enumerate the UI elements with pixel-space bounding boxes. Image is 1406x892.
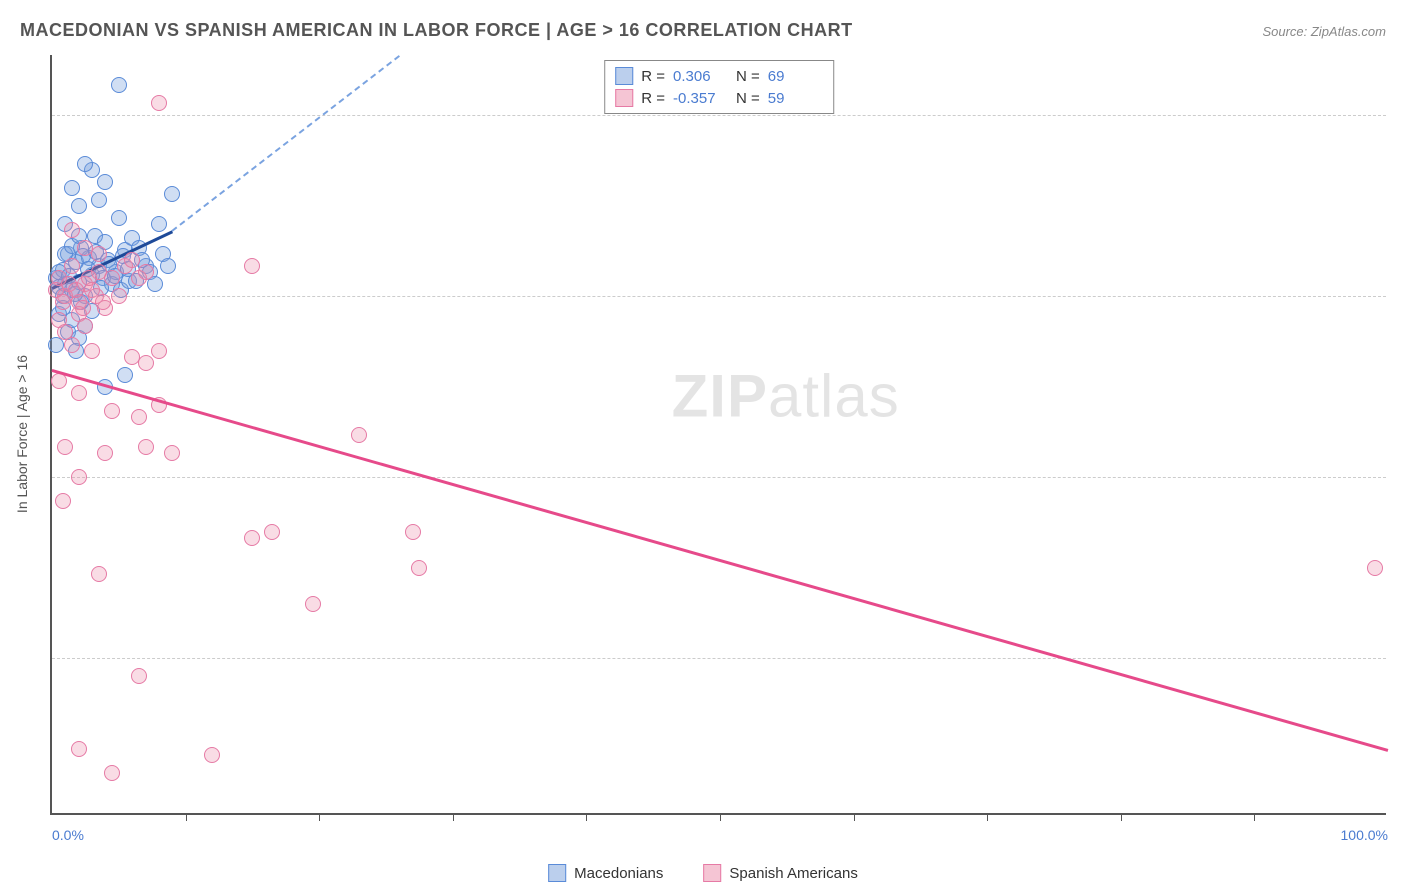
y-tick-label: 35.0% xyxy=(1396,650,1406,666)
chart-header: MACEDONIAN VS SPANISH AMERICAN IN LABOR … xyxy=(20,20,1386,41)
data-point xyxy=(55,294,71,310)
n-label: N = xyxy=(736,68,760,85)
data-point xyxy=(305,596,321,612)
data-point xyxy=(104,765,120,781)
legend-swatch xyxy=(548,864,566,882)
data-point xyxy=(75,300,91,316)
stats-row: R = 0.306 N = 69 xyxy=(615,65,823,87)
legend-swatch xyxy=(615,67,633,85)
legend-item: Spanish Americans xyxy=(703,864,857,882)
data-point xyxy=(104,403,120,419)
data-point xyxy=(151,216,167,232)
data-point xyxy=(71,469,87,485)
data-point xyxy=(131,409,147,425)
legend-swatch xyxy=(703,864,721,882)
data-point xyxy=(244,530,260,546)
data-point xyxy=(55,493,71,509)
gridline xyxy=(52,115,1386,116)
r-value: -0.357 xyxy=(673,90,728,107)
data-point xyxy=(1367,560,1383,576)
stats-row: R = -0.357 N = 59 xyxy=(615,87,823,109)
data-point xyxy=(104,270,120,286)
x-tick xyxy=(186,813,187,821)
data-point xyxy=(124,252,140,268)
chart-area: In Labor Force | Age > 16 ZIPatlas R =0.… xyxy=(50,55,1386,815)
gridline xyxy=(52,477,1386,478)
data-point xyxy=(77,156,93,172)
trend-line-spanish xyxy=(52,369,1389,751)
data-point xyxy=(111,77,127,93)
y-tick-label: 65.0% xyxy=(1396,288,1406,304)
legend-item: Macedonians xyxy=(548,864,663,882)
data-point xyxy=(71,198,87,214)
data-point xyxy=(64,258,80,274)
x-tick xyxy=(319,813,320,821)
data-point xyxy=(81,270,97,286)
data-point xyxy=(164,445,180,461)
data-point xyxy=(91,246,107,262)
data-point xyxy=(151,343,167,359)
n-value: 69 xyxy=(768,68,823,85)
data-point xyxy=(64,222,80,238)
data-point xyxy=(91,566,107,582)
data-point xyxy=(117,367,133,383)
x-tick xyxy=(453,813,454,821)
y-tick-label: 50.0% xyxy=(1396,469,1406,485)
n-label: N = xyxy=(736,90,760,107)
trend-line-extrapolated xyxy=(172,55,400,231)
gridline xyxy=(52,296,1386,297)
data-point xyxy=(84,343,100,359)
r-value: 0.306 xyxy=(673,68,728,85)
x-tick-label: 0.0% xyxy=(52,827,84,843)
y-axis-title: In Labor Force | Age > 16 xyxy=(14,355,30,513)
data-point xyxy=(351,427,367,443)
r-label: R = xyxy=(641,68,665,85)
legend: Macedonians Spanish Americans xyxy=(548,864,858,882)
data-point xyxy=(204,747,220,763)
data-point xyxy=(131,668,147,684)
data-point xyxy=(97,174,113,190)
x-tick xyxy=(1254,813,1255,821)
legend-label: Spanish Americans xyxy=(729,865,857,882)
x-tick xyxy=(720,813,721,821)
gridline xyxy=(52,658,1386,659)
data-point xyxy=(138,264,154,280)
n-value: 59 xyxy=(768,90,823,107)
data-point xyxy=(160,258,176,274)
correlation-stats-box: R = 0.306 N = 69 R = -0.357 N = 59 xyxy=(604,60,834,114)
data-point xyxy=(77,318,93,334)
data-point xyxy=(164,186,180,202)
chart-title: MACEDONIAN VS SPANISH AMERICAN IN LABOR … xyxy=(20,20,853,41)
data-point xyxy=(97,445,113,461)
data-point xyxy=(57,439,73,455)
r-label: R = xyxy=(641,90,665,107)
data-point xyxy=(64,180,80,196)
data-point xyxy=(64,337,80,353)
x-tick xyxy=(586,813,587,821)
y-tick-label: 80.0% xyxy=(1396,107,1406,123)
data-point xyxy=(411,560,427,576)
data-point xyxy=(91,192,107,208)
legend-label: Macedonians xyxy=(574,865,663,882)
x-tick xyxy=(987,813,988,821)
x-tick xyxy=(854,813,855,821)
data-point xyxy=(264,524,280,540)
data-point xyxy=(71,385,87,401)
data-point xyxy=(151,95,167,111)
x-tick-label: 100.0% xyxy=(1341,827,1388,843)
data-point xyxy=(68,282,84,298)
data-point xyxy=(138,439,154,455)
data-point xyxy=(111,288,127,304)
legend-swatch xyxy=(615,89,633,107)
source-attribution: Source: ZipAtlas.com xyxy=(1262,24,1386,39)
data-point xyxy=(138,355,154,371)
watermark: ZIPatlas xyxy=(672,362,900,431)
data-point xyxy=(405,524,421,540)
data-point xyxy=(244,258,260,274)
plot-region: In Labor Force | Age > 16 ZIPatlas R =0.… xyxy=(50,55,1386,815)
data-point xyxy=(111,210,127,226)
data-point xyxy=(71,741,87,757)
data-point xyxy=(95,294,111,310)
x-tick xyxy=(1121,813,1122,821)
